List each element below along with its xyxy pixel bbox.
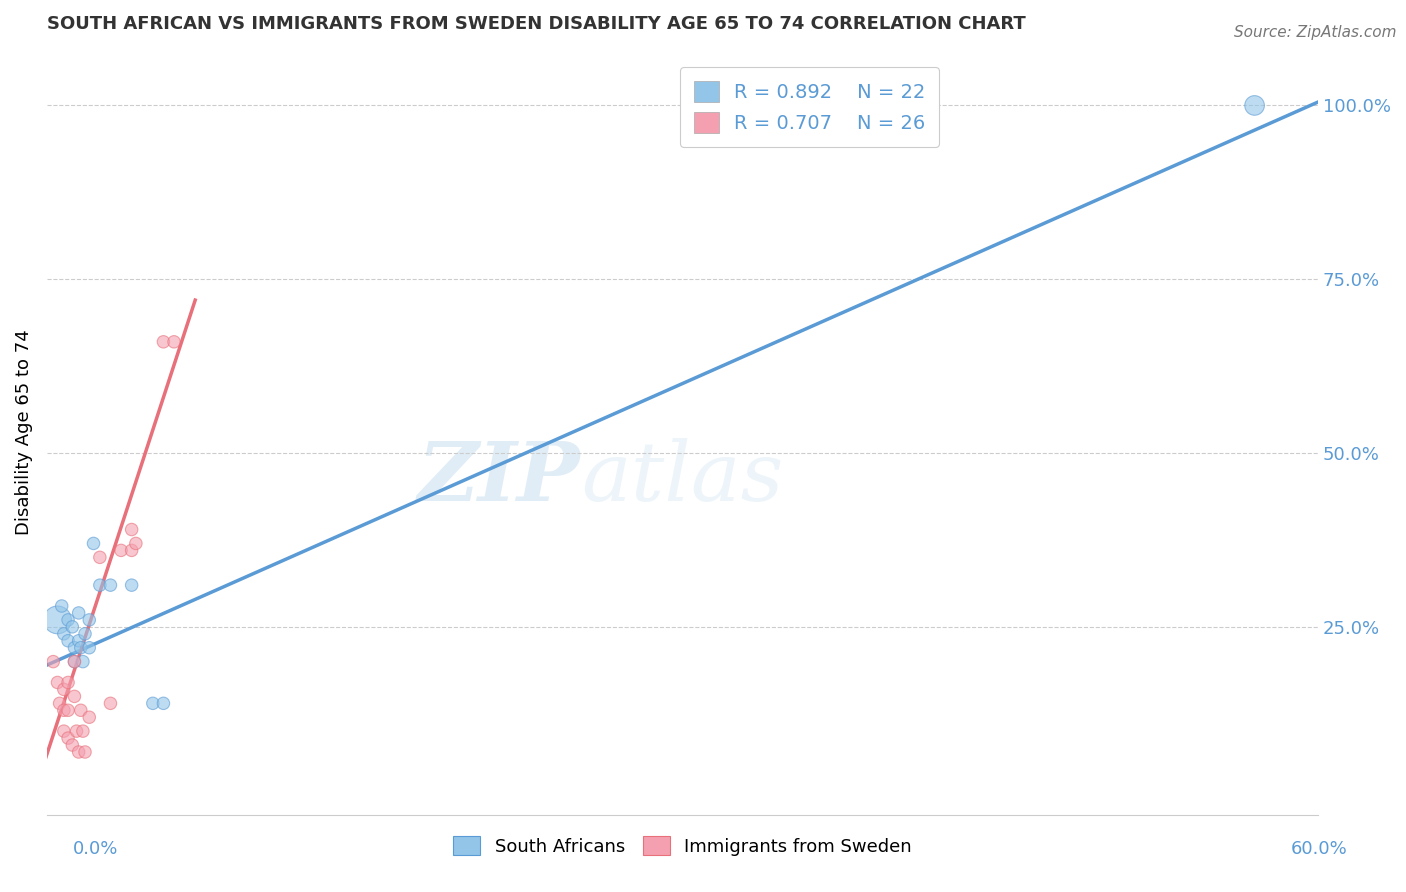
- Point: [72, 724, 94, 739]
- Point: [63, 690, 86, 704]
- Point: [100, 696, 122, 710]
- Point: [1243, 98, 1265, 112]
- Point: [163, 334, 186, 349]
- Point: [52, 627, 75, 641]
- Point: [77, 640, 100, 655]
- Point: [72, 655, 94, 669]
- Point: [89, 578, 111, 592]
- Point: [100, 578, 122, 592]
- Text: SOUTH AFRICAN VS IMMIGRANTS FROM SWEDEN DISABILITY AGE 65 TO 74 CORRELATION CHAR: SOUTH AFRICAN VS IMMIGRANTS FROM SWEDEN …: [46, 15, 1025, 33]
- Point: [69, 640, 91, 655]
- Point: [56, 675, 79, 690]
- Point: [77, 613, 100, 627]
- Point: [52, 703, 75, 717]
- Point: [56, 633, 79, 648]
- Point: [69, 703, 91, 717]
- Point: [52, 724, 75, 739]
- Point: [56, 731, 79, 745]
- Point: [63, 640, 86, 655]
- Text: ZIP: ZIP: [418, 438, 581, 518]
- Point: [121, 543, 143, 558]
- Y-axis label: Disability Age 65 to 74: Disability Age 65 to 74: [15, 329, 32, 535]
- Text: Source: ZipAtlas.com: Source: ZipAtlas.com: [1233, 25, 1396, 40]
- Point: [63, 655, 86, 669]
- Point: [56, 613, 79, 627]
- Point: [121, 523, 143, 537]
- Point: [46, 675, 69, 690]
- Point: [121, 578, 143, 592]
- Text: atlas: atlas: [581, 438, 783, 518]
- Point: [142, 696, 165, 710]
- Point: [67, 745, 90, 759]
- Point: [51, 599, 73, 613]
- Point: [152, 696, 174, 710]
- Point: [42, 655, 65, 669]
- Legend: R = 0.892    N = 22, R = 0.707    N = 26: R = 0.892 N = 22, R = 0.707 N = 26: [681, 67, 939, 146]
- Point: [77, 710, 100, 724]
- Point: [48, 696, 70, 710]
- Point: [63, 655, 86, 669]
- Point: [60, 738, 83, 752]
- Point: [67, 606, 90, 620]
- Point: [56, 703, 79, 717]
- Point: [110, 543, 132, 558]
- Point: [125, 536, 148, 550]
- Point: [73, 745, 96, 759]
- Point: [67, 633, 90, 648]
- Point: [46, 613, 69, 627]
- Point: [73, 627, 96, 641]
- Point: [152, 334, 174, 349]
- Point: [65, 724, 87, 739]
- Point: [52, 682, 75, 697]
- Point: [83, 536, 105, 550]
- Point: [89, 550, 111, 565]
- Point: [60, 620, 83, 634]
- Text: 0.0%: 0.0%: [73, 840, 118, 858]
- Text: 60.0%: 60.0%: [1291, 840, 1347, 858]
